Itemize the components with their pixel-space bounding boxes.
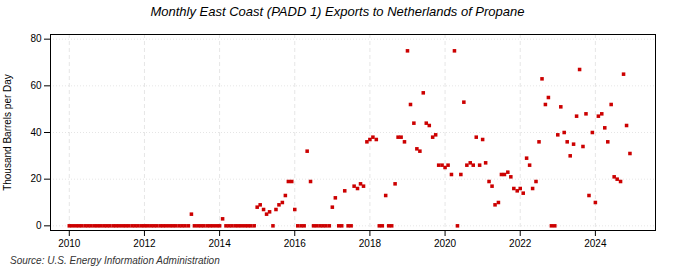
svg-text:2018: 2018 xyxy=(359,238,382,249)
svg-text:2020: 2020 xyxy=(434,238,457,249)
html-text:Monthly East Coast (PADD 1) Ex: Monthly East Coast (PADD 1) Exports to N… xyxy=(150,4,525,19)
svg-text:Thousand Barrels per Day: Thousand Barrels per Day xyxy=(2,74,13,191)
svg-text:2016: 2016 xyxy=(284,238,307,249)
svg-text:2010: 2010 xyxy=(58,238,81,249)
svg-text:2012: 2012 xyxy=(133,238,156,249)
svg-text:20: 20 xyxy=(30,173,42,184)
svg-text:2022: 2022 xyxy=(509,238,532,249)
svg-text:80: 80 xyxy=(30,33,42,44)
svg-text:2024: 2024 xyxy=(584,238,607,249)
html-text:Source: U.S. Energy Informatio: Source: U.S. Energy Information Administ… xyxy=(10,255,220,266)
svg-text:2014: 2014 xyxy=(208,238,231,249)
svg-text:0: 0 xyxy=(36,220,42,231)
svg-text:60: 60 xyxy=(30,80,42,91)
svg-text:40: 40 xyxy=(30,127,42,138)
